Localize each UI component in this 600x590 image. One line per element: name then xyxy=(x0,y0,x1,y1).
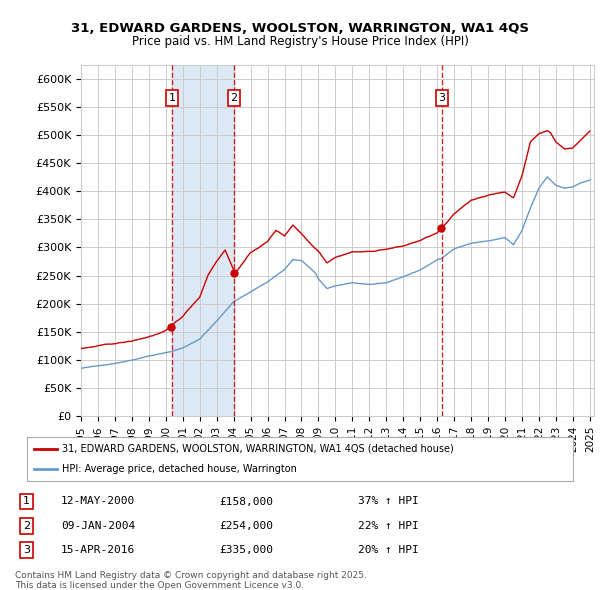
Text: 37% ↑ HPI: 37% ↑ HPI xyxy=(358,497,418,506)
Text: 3: 3 xyxy=(23,545,30,555)
Text: 3: 3 xyxy=(439,93,446,103)
Bar xyxy=(172,65,234,416)
Text: 20% ↑ HPI: 20% ↑ HPI xyxy=(358,545,418,555)
Text: 31, EDWARD GARDENS, WOOLSTON, WARRINGTON, WA1 4QS (detached house): 31, EDWARD GARDENS, WOOLSTON, WARRINGTON… xyxy=(62,444,454,454)
Text: 1: 1 xyxy=(23,497,30,506)
Text: Contains HM Land Registry data © Crown copyright and database right 2025.
This d: Contains HM Land Registry data © Crown c… xyxy=(15,571,367,590)
Text: 2: 2 xyxy=(23,521,30,531)
Text: 09-JAN-2004: 09-JAN-2004 xyxy=(61,521,135,531)
Text: HPI: Average price, detached house, Warrington: HPI: Average price, detached house, Warr… xyxy=(62,464,298,474)
Text: 12-MAY-2000: 12-MAY-2000 xyxy=(61,497,135,506)
Text: £335,000: £335,000 xyxy=(220,545,274,555)
Text: 15-APR-2016: 15-APR-2016 xyxy=(61,545,135,555)
Text: 2: 2 xyxy=(230,93,238,103)
Text: 31, EDWARD GARDENS, WOOLSTON, WARRINGTON, WA1 4QS: 31, EDWARD GARDENS, WOOLSTON, WARRINGTON… xyxy=(71,22,529,35)
Text: 22% ↑ HPI: 22% ↑ HPI xyxy=(358,521,418,531)
Text: 1: 1 xyxy=(169,93,175,103)
Text: £254,000: £254,000 xyxy=(220,521,274,531)
Text: Price paid vs. HM Land Registry's House Price Index (HPI): Price paid vs. HM Land Registry's House … xyxy=(131,35,469,48)
Text: £158,000: £158,000 xyxy=(220,497,274,506)
